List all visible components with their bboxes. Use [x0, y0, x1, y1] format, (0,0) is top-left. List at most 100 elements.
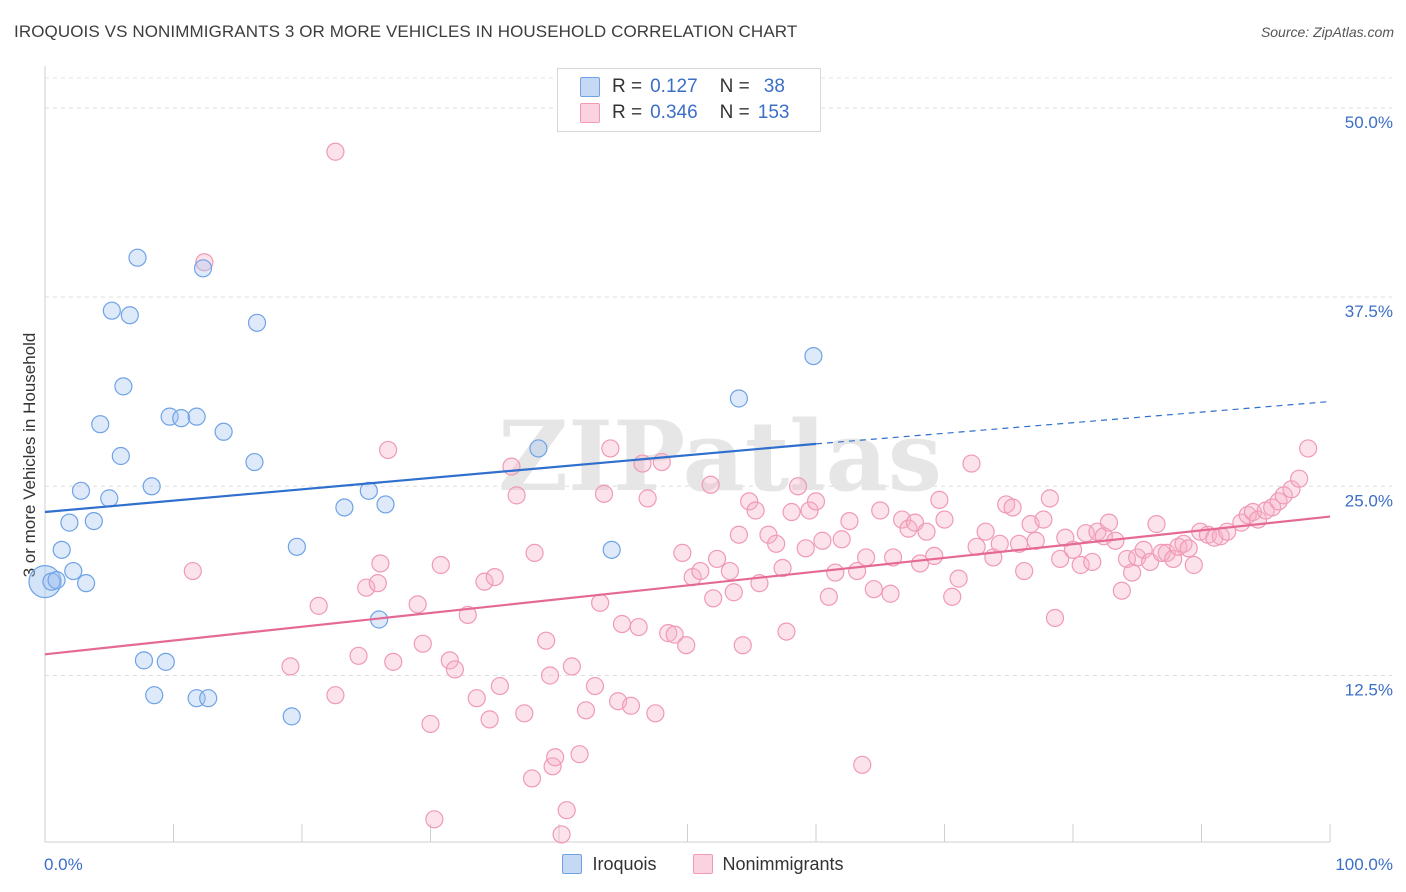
nonimmigrants-point [1071, 555, 1090, 575]
iroquois-point [145, 686, 164, 705]
n-value: 153 [757, 102, 790, 123]
y-tick-label: 50.0% [1345, 113, 1393, 132]
nonimmigrants-point [740, 492, 759, 511]
nonimmigrants-point [601, 439, 620, 458]
nonimmigrants-point [525, 543, 544, 562]
nonimmigrants-point [857, 548, 876, 567]
nonimmigrants-point [1184, 555, 1203, 575]
nonimmigrants-point [507, 486, 526, 505]
nonimmigrants-point [475, 572, 494, 591]
nonimmigrants-point [767, 534, 786, 553]
nonimmigrants-point [796, 539, 815, 558]
nonimmigrants-point [691, 561, 710, 581]
legend-row-iroquois: R = 0.127 N = 38 [580, 75, 785, 99]
nonimmigrants-point [782, 502, 801, 522]
nonimmigrants-point [943, 587, 962, 606]
nonimmigrants-point [440, 651, 459, 670]
nonimmigrants-point [546, 748, 565, 767]
nonimmigrants-point [445, 660, 465, 679]
iroquois-point [71, 481, 91, 500]
iroquois-swatch [580, 77, 600, 97]
nonimmigrants-point [826, 563, 845, 582]
nonimmigrants-point [1083, 552, 1102, 572]
nonimmigrants-point [425, 810, 444, 829]
iroquois-point [77, 574, 96, 593]
nonimmigrants-point [431, 555, 450, 575]
iroquois-point [804, 346, 823, 366]
nonimmigrants-point [371, 554, 390, 573]
iroquois-point [529, 439, 548, 458]
iroquois-point [114, 377, 133, 396]
nonimmigrants-point [733, 636, 752, 655]
nonimmigrants-point [990, 534, 1009, 553]
nonimmigrants-point [677, 636, 696, 655]
nonimmigrants-point [1026, 531, 1045, 550]
nonimmigrants-point [349, 646, 368, 665]
iroquois-points [28, 248, 823, 726]
iroquois-point [134, 651, 154, 670]
nonimmigrants-point [522, 769, 542, 788]
nonimmigrants-point [1299, 439, 1318, 458]
nonimmigrants-point [326, 142, 345, 161]
nonimmigrants-point [570, 745, 589, 764]
n-value: 38 [763, 76, 785, 97]
nonimmigrants-point [537, 631, 556, 650]
x-tick-label: 0.0% [44, 855, 83, 874]
nonimmigrants-points [183, 142, 1318, 844]
r-value: 0.346 [650, 102, 698, 123]
nonimmigrants-point [704, 589, 723, 608]
iroquois-point [142, 477, 161, 496]
nonimmigrants-point [1123, 563, 1142, 582]
r-label: R = [612, 76, 643, 97]
x-tick-label: 100.0% [1335, 855, 1393, 874]
nonimmigrants-point [707, 549, 727, 569]
chart-title: IROQUOIS VS NONIMMIGRANTS 3 OR MORE VEHI… [14, 22, 798, 41]
nonimmigrants-point [1152, 543, 1171, 562]
iroquois-point [729, 389, 749, 408]
nonimmigrants-point [976, 522, 995, 541]
nonimmigrants-point [840, 511, 859, 531]
nonimmigrants-point [594, 484, 614, 503]
nonimmigrants-point [480, 710, 499, 729]
y-tick-label: 37.5% [1345, 302, 1393, 321]
tick-labels: 12.5% 25.0% 37.5% 50.0% 0.0% 100.0% [44, 113, 1393, 874]
nonimmigrants-point [552, 825, 571, 844]
nonimmigrants-point [467, 689, 486, 708]
iroquois-point [84, 511, 103, 531]
iroquois-point [47, 571, 66, 590]
y-tick-label: 25.0% [1345, 491, 1393, 510]
nonimmigrants-point [806, 492, 826, 511]
iroquois-point [335, 498, 354, 517]
nonimmigrants-point [881, 584, 900, 603]
nonimmigrants-point [326, 686, 345, 705]
nonimmigrants-swatch [580, 103, 600, 123]
iroquois-point [120, 306, 139, 325]
iroquois-point [156, 652, 175, 671]
nonimmigrants-point [832, 530, 851, 549]
nonimmigrants-point [1045, 608, 1065, 628]
nonimmigrants-point [357, 578, 376, 597]
watermark: ZIPatlas [498, 400, 942, 513]
iroquois-trend-extension [815, 400, 1331, 445]
nonimmigrants-point [800, 501, 819, 520]
nonimmigrants-point [540, 666, 560, 685]
nonimmigrants-point [413, 634, 432, 653]
nonimmigrants-point [1290, 469, 1309, 488]
legend-item-nonimmigrants: Nonimmigrants [692, 854, 844, 875]
nonimmigrants-point [659, 624, 678, 643]
nonimmigrants-point [384, 652, 403, 671]
iroquois-point [287, 537, 306, 556]
nonimmigrants-point [621, 696, 641, 715]
nonimmigrants-point [502, 457, 521, 476]
nonimmigrants-point [962, 454, 981, 473]
nonimmigrants-point [1051, 549, 1070, 569]
nonimmigrants-point [562, 657, 581, 676]
iroquois-point [187, 407, 206, 426]
iroquois-point [111, 446, 130, 466]
nonimmigrants-point [485, 567, 504, 587]
iroquois-point [214, 422, 233, 441]
iroquois-point [64, 561, 83, 581]
iroquois-point [52, 540, 71, 559]
legend-row-nonimmigrants: R = 0.346 N = 153 [580, 101, 789, 125]
